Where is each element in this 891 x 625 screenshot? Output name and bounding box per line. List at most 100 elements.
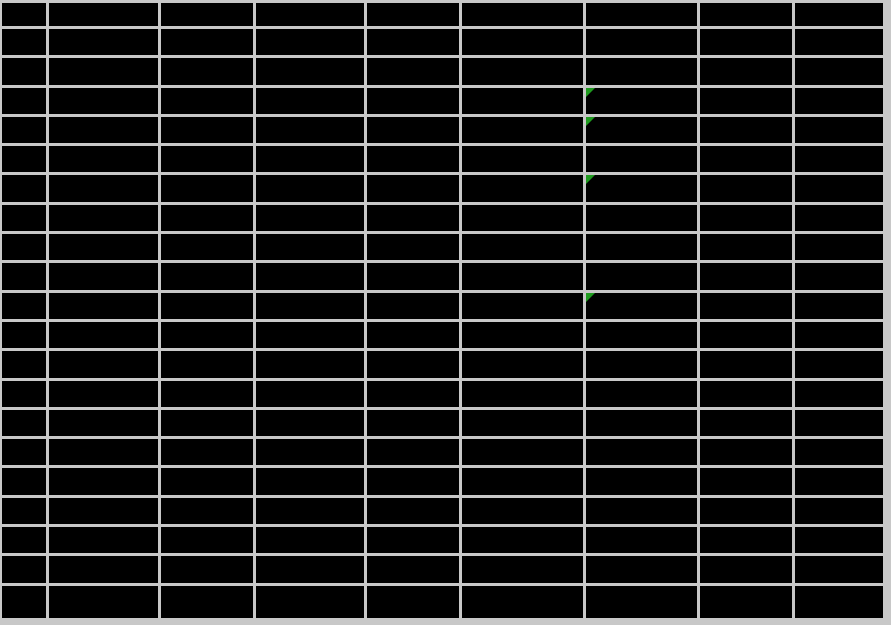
grid-cell[interactable] <box>795 3 883 26</box>
grid-cell[interactable] <box>700 556 792 583</box>
grid-cell[interactable] <box>49 293 158 319</box>
grid-cell[interactable] <box>700 146 792 172</box>
grid-cell[interactable] <box>256 29 364 55</box>
grid-cell[interactable] <box>700 351 792 378</box>
grid-cell[interactable] <box>367 205 459 231</box>
grid-cell[interactable] <box>367 381 459 407</box>
grid-cell[interactable] <box>586 410 697 436</box>
grid-cell[interactable] <box>367 527 459 553</box>
grid-cell[interactable] <box>49 381 158 407</box>
grid-cell[interactable] <box>2 527 46 553</box>
grid-cell[interactable] <box>795 410 883 436</box>
grid-cell[interactable] <box>49 322 158 348</box>
grid-cell[interactable] <box>462 439 583 465</box>
grid-cell[interactable] <box>586 3 697 26</box>
grid-cell[interactable] <box>161 29 253 55</box>
grid-cell[interactable] <box>367 468 459 495</box>
grid-cell[interactable] <box>700 234 792 260</box>
grid-cell[interactable] <box>795 293 883 319</box>
grid-cell[interactable] <box>161 527 253 553</box>
grid-cell[interactable] <box>795 381 883 407</box>
grid-cell[interactable] <box>367 351 459 378</box>
grid-cell[interactable] <box>795 88 883 114</box>
grid-cell[interactable] <box>2 439 46 465</box>
grid-cell[interactable] <box>161 468 253 495</box>
grid-cell[interactable] <box>462 175 583 202</box>
grid-cell[interactable] <box>49 205 158 231</box>
grid-cell[interactable] <box>795 263 883 290</box>
grid-cell[interactable] <box>367 29 459 55</box>
grid-cell[interactable] <box>462 205 583 231</box>
grid-cell[interactable] <box>586 468 697 495</box>
grid-cell[interactable] <box>586 351 697 378</box>
grid-cell[interactable] <box>2 205 46 231</box>
grid-cell[interactable] <box>49 3 158 26</box>
grid-cell[interactable] <box>49 175 158 202</box>
grid-cell[interactable] <box>367 439 459 465</box>
grid-cell[interactable] <box>161 3 253 26</box>
grid-cell[interactable] <box>462 3 583 26</box>
grid-cell[interactable] <box>161 263 253 290</box>
grid-cell[interactable] <box>586 498 697 524</box>
grid-cell[interactable] <box>700 117 792 143</box>
grid-cell[interactable] <box>795 439 883 465</box>
grid-cell[interactable] <box>700 3 792 26</box>
grid-cell[interactable] <box>161 381 253 407</box>
grid-cell[interactable] <box>462 88 583 114</box>
grid-cell[interactable] <box>2 556 46 583</box>
grid-cell[interactable] <box>2 263 46 290</box>
grid-cell[interactable] <box>2 234 46 260</box>
grid-cell[interactable] <box>2 381 46 407</box>
grid-cell[interactable] <box>795 556 883 583</box>
grid-cell[interactable] <box>2 3 46 26</box>
grid-cell[interactable] <box>586 117 697 143</box>
grid-cell[interactable] <box>795 205 883 231</box>
grid-cell[interactable] <box>49 439 158 465</box>
grid-cell[interactable] <box>462 234 583 260</box>
grid-cell[interactable] <box>586 234 697 260</box>
grid-cell[interactable] <box>161 234 253 260</box>
grid-cell[interactable] <box>161 175 253 202</box>
grid-cell[interactable] <box>161 293 253 319</box>
grid-cell[interactable] <box>586 29 697 55</box>
grid-cell[interactable] <box>161 117 253 143</box>
grid-cell[interactable] <box>2 322 46 348</box>
grid-cell[interactable] <box>256 381 364 407</box>
grid-cell[interactable] <box>256 175 364 202</box>
grid-cell[interactable] <box>367 146 459 172</box>
grid-cell[interactable] <box>586 586 697 618</box>
grid-cell[interactable] <box>2 175 46 202</box>
grid-cell[interactable] <box>49 88 158 114</box>
grid-cell[interactable] <box>700 410 792 436</box>
grid-cell[interactable] <box>161 205 253 231</box>
grid-cell[interactable] <box>700 381 792 407</box>
grid-cell[interactable] <box>795 586 883 618</box>
grid-cell[interactable] <box>367 410 459 436</box>
grid-cell[interactable] <box>700 439 792 465</box>
grid-cell[interactable] <box>586 381 697 407</box>
grid-cell[interactable] <box>795 498 883 524</box>
grid-cell[interactable] <box>367 293 459 319</box>
grid-cell[interactable] <box>256 3 364 26</box>
grid-cell[interactable] <box>2 410 46 436</box>
grid-cell[interactable] <box>586 58 697 85</box>
grid-cell[interactable] <box>795 322 883 348</box>
grid-cell[interactable] <box>462 468 583 495</box>
grid-cell[interactable] <box>49 146 158 172</box>
grid-cell[interactable] <box>367 498 459 524</box>
grid-cell[interactable] <box>2 88 46 114</box>
grid-cell[interactable] <box>161 586 253 618</box>
grid-cell[interactable] <box>256 586 364 618</box>
grid-cell[interactable] <box>462 556 583 583</box>
grid-cell[interactable] <box>2 29 46 55</box>
grid-cell[interactable] <box>586 439 697 465</box>
grid-cell[interactable] <box>367 58 459 85</box>
grid-cell[interactable] <box>161 88 253 114</box>
grid-cell[interactable] <box>256 439 364 465</box>
grid-cell[interactable] <box>795 29 883 55</box>
grid-cell[interactable] <box>49 556 158 583</box>
grid-cell[interactable] <box>256 322 364 348</box>
grid-cell[interactable] <box>49 29 158 55</box>
grid-cell[interactable] <box>462 146 583 172</box>
